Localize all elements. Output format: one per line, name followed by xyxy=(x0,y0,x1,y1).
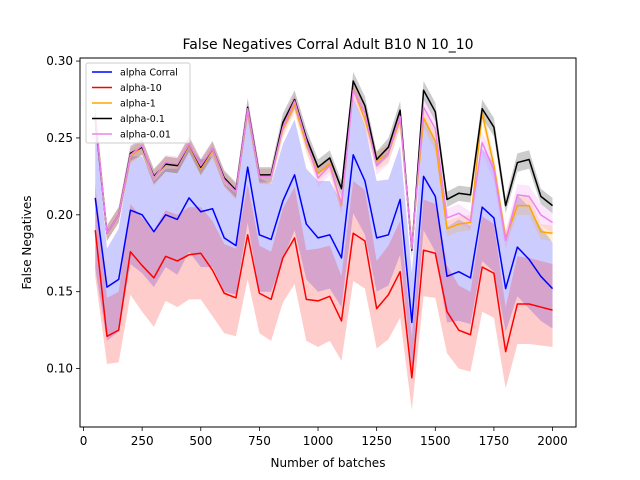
legend-label: alpha-10 xyxy=(120,83,162,94)
x-tick-label: 500 xyxy=(189,434,212,448)
y-tick-label: 0.25 xyxy=(46,131,73,145)
legend-label: alpha-1 xyxy=(120,99,156,110)
legend-label: alpha-0.1 xyxy=(120,114,165,125)
y-tick-label: 0.30 xyxy=(46,54,73,68)
band-alpha-10 xyxy=(95,181,553,411)
series-line-alpha-10 xyxy=(94,230,553,379)
x-tick-label: 1000 xyxy=(303,434,334,448)
series-line-alpha-0-01 xyxy=(94,89,553,250)
legend-label: alpha-0.01 xyxy=(120,130,171,141)
legend-label: alpha Corral xyxy=(120,68,178,79)
y-tick-label: 0.20 xyxy=(46,208,73,222)
series-line-alpha-0-1 xyxy=(94,80,554,251)
x-axis-ticks: 0 250 500 750 1000 1250 1500 1750 2000 xyxy=(80,427,568,448)
legend: alpha Corral alpha-10 alpha-1 alpha-0.1 alph… xyxy=(85,62,191,144)
y-axis-ticks: 0.10 0.15 0.20 0.25 0.30 xyxy=(46,54,80,376)
legend-box xyxy=(85,62,191,144)
series-lines xyxy=(94,80,554,379)
band-alpha-0-1 xyxy=(95,71,553,258)
plot-frame xyxy=(79,57,577,428)
series-line-alpha-corral xyxy=(94,154,554,324)
x-tick-label: 1750 xyxy=(479,434,510,448)
x-axis-label: Number of batches xyxy=(271,456,386,470)
y-tick-label: 0.15 xyxy=(46,285,73,299)
x-tick-label: 750 xyxy=(248,434,271,448)
x-tick-label: 2000 xyxy=(537,434,568,448)
chart-title: False Negatives Corral Adult B10 N 10_10 xyxy=(182,37,473,53)
y-axis-label: False Negatives xyxy=(20,195,34,289)
x-tick-label: 1250 xyxy=(361,434,392,448)
band-alpha-1 xyxy=(95,79,553,254)
x-tick-label: 1500 xyxy=(420,434,451,448)
x-tick-label: 0 xyxy=(80,434,88,448)
x-tick-label: 250 xyxy=(131,434,154,448)
y-tick-label: 0.10 xyxy=(46,362,73,376)
